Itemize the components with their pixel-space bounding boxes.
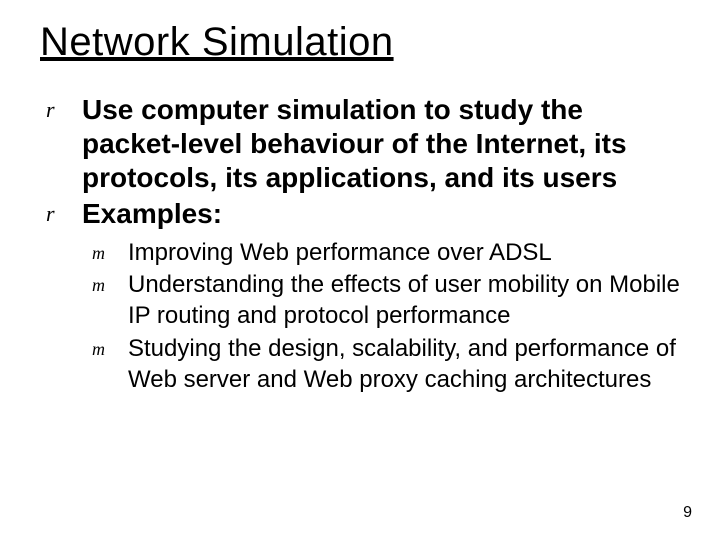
- list-item-text: Understanding the effects of user mobili…: [128, 271, 680, 329]
- list-item-text: Examples:: [82, 198, 222, 229]
- bullet-marker-icon: m: [92, 334, 105, 364]
- list-item: m Improving Web performance over ADSL: [92, 238, 680, 269]
- list-item: r Examples:: [46, 197, 680, 231]
- list-item: r Use computer simulation to study the p…: [46, 93, 680, 195]
- list-item: m Studying the design, scalability, and …: [92, 334, 680, 395]
- list-item-text: Studying the design, scalability, and pe…: [128, 335, 676, 393]
- bullet-list-level2: m Improving Web performance over ADSL m …: [92, 238, 680, 396]
- list-item-text: Improving Web performance over ADSL: [128, 239, 552, 266]
- list-item-text: Use computer simulation to study the pac…: [82, 94, 627, 193]
- bullet-marker-icon: r: [46, 93, 55, 127]
- bullet-list-level1: r Use computer simulation to study the p…: [46, 93, 680, 232]
- list-item: m Understanding the effects of user mobi…: [92, 270, 680, 331]
- page-number: 9: [683, 504, 692, 522]
- bullet-marker-icon: r: [46, 197, 55, 231]
- bullet-marker-icon: m: [92, 270, 105, 300]
- bullet-marker-icon: m: [92, 238, 105, 268]
- slide-title: Network Simulation: [40, 20, 680, 65]
- slide: Network Simulation r Use computer simula…: [0, 0, 720, 540]
